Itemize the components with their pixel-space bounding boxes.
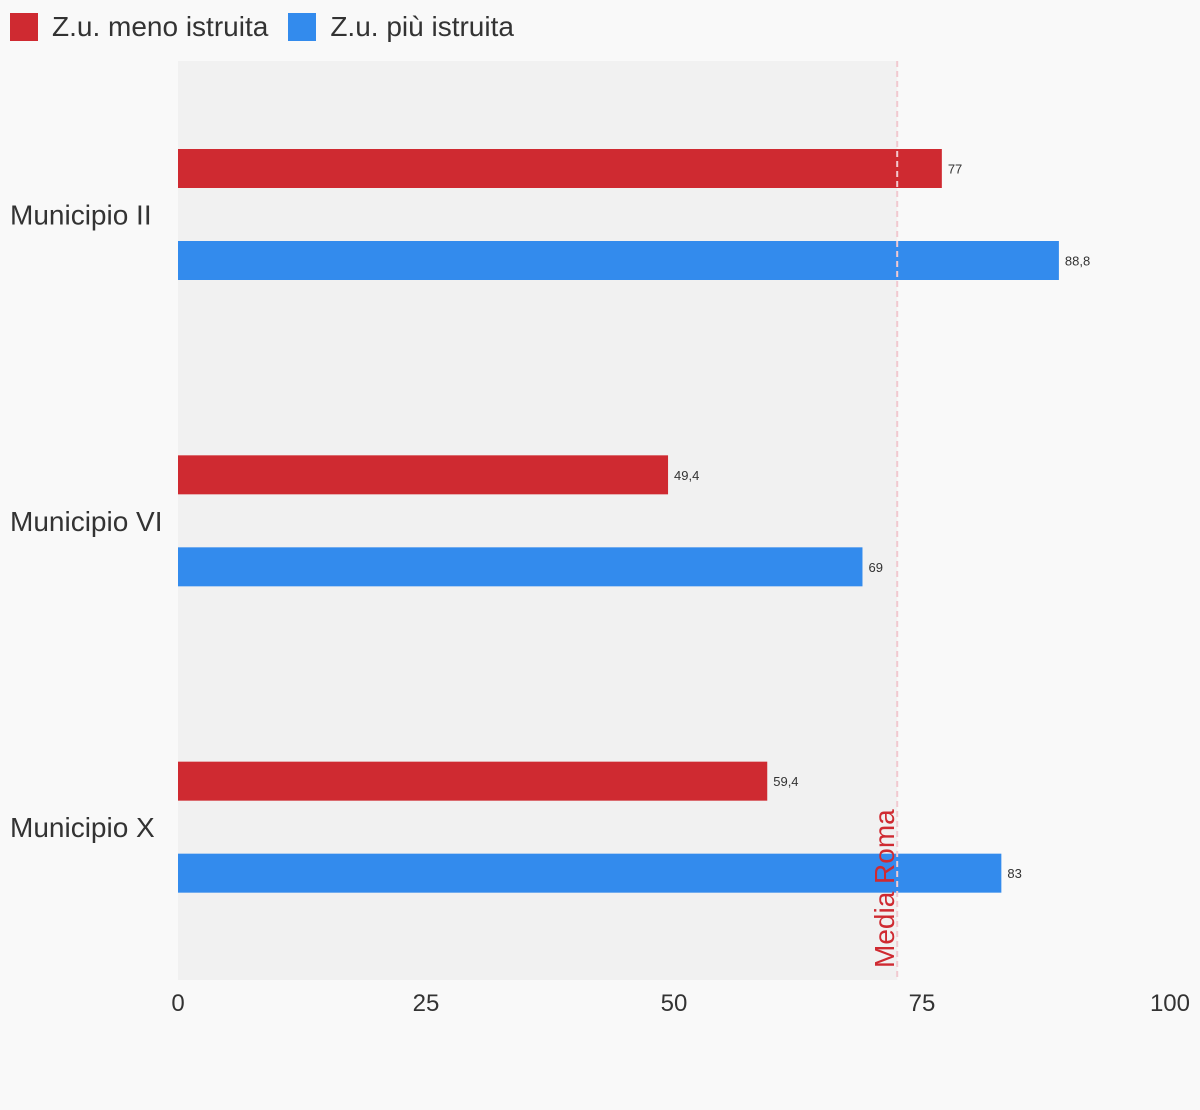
value-label: 49,4 (674, 468, 699, 483)
legend-item-meno-istruita: Z.u. meno istruita (10, 11, 268, 43)
category-label: Municipio X (10, 812, 155, 843)
x-tick-label: 100 (1150, 990, 1190, 1017)
legend-label-piu-istruita: Z.u. più istruita (330, 11, 514, 42)
reference-line-label: Media Roma (869, 809, 900, 968)
category-label: Municipio VI (10, 506, 163, 537)
legend-swatch-piu-istruita (288, 13, 317, 41)
value-label: 59,4 (773, 774, 798, 789)
bar-meno-3 (178, 761, 768, 801)
value-label: 69 (868, 560, 882, 575)
bar-meno-1 (178, 149, 942, 188)
value-label: 83 (1007, 866, 1021, 881)
x-tick-label: 25 (413, 990, 440, 1017)
plot-area (178, 61, 898, 980)
value-label: 88,8 (1065, 254, 1090, 269)
x-tick-label: 0 (171, 990, 184, 1017)
bar-piu-1 (178, 241, 1059, 280)
legend-swatch-meno-istruita (10, 13, 38, 41)
legend-item-piu-istruita: Z.u. più istruita (288, 11, 514, 43)
chart-legend: Z.u. meno istruita Z.u. più istruita (10, 8, 514, 46)
bar-meno-2 (178, 455, 669, 495)
bar-piu-2 (178, 547, 863, 587)
x-tick-label: 75 (909, 990, 936, 1017)
category-label: Municipio II (10, 200, 152, 231)
legend-label-meno-istruita: Z.u. meno istruita (52, 11, 269, 42)
value-label: 77 (948, 162, 962, 177)
bar-piu-3 (178, 853, 1002, 893)
x-tick-label: 50 (661, 990, 688, 1017)
